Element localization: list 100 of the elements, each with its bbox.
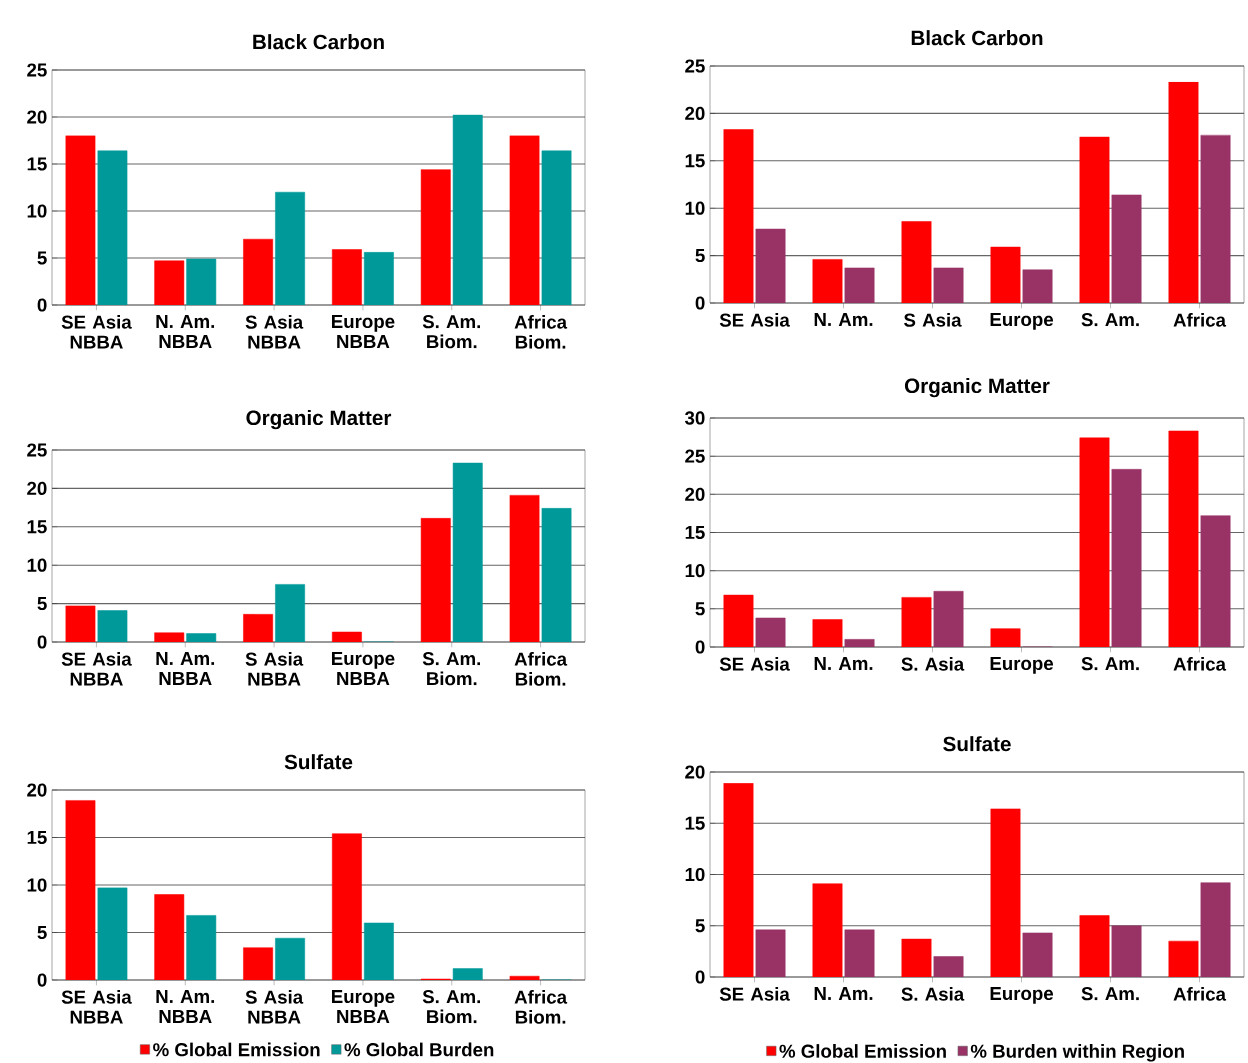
y-tick-label: 5 (37, 597, 47, 611)
chart-title: Organic Matter (904, 377, 1050, 398)
y-tick-label: 0 (695, 640, 705, 654)
x-tick-label: S. Am. Biom. (422, 315, 481, 349)
y-tick-label: 10 (685, 201, 705, 215)
x-tick-label: Europe (990, 313, 1054, 330)
x-tick-label: S. Asia (901, 657, 965, 671)
y-tick-label: 20 (27, 481, 47, 496)
x-tick-label: N. Am. NBBA (156, 652, 215, 685)
x-tick-label: Europe (990, 657, 1054, 674)
chart-title: Black Carbon (253, 34, 384, 50)
x-tick-label: SE Asia (719, 987, 790, 1001)
y-tick-label: 25 (27, 443, 47, 457)
x-tick-label: N. Am. (814, 987, 873, 1000)
bar (933, 591, 964, 648)
bar (1111, 925, 1142, 978)
chart-title: Sulfate (284, 754, 353, 770)
chart-title: Organic Matter (246, 409, 392, 430)
x-tick-label: N. Am. (814, 657, 873, 670)
y-tick-label: 15 (27, 520, 47, 534)
y-tick-label: 10 (685, 867, 705, 882)
x-tick-label: N. Am. NBBA (156, 990, 215, 1023)
x-tick-label: Africa (1173, 313, 1227, 327)
legend-label: % Burden within Region (970, 1044, 1184, 1062)
bar (1200, 515, 1231, 648)
x-tick-label: S Asia NBBA (245, 990, 304, 1024)
y-tick-label: 10 (27, 878, 47, 892)
y-tick-label: 15 (27, 831, 47, 845)
y-tick-label: 20 (685, 765, 705, 779)
y-tick-label: 15 (685, 526, 705, 540)
y-tick-label: 30 (684, 411, 705, 425)
x-tick-label: S. Am. Biom. (422, 652, 481, 686)
x-tick-label: Africa Biom. (514, 315, 568, 349)
bar (844, 929, 875, 978)
x-tick-label: S. Asia (901, 987, 965, 1001)
y-tick-label: 5 (37, 251, 47, 265)
x-tick-label: Africa (1173, 657, 1227, 671)
bar (723, 783, 754, 978)
y-tick-label: 10 (27, 204, 47, 218)
y-tick-label: 10 (685, 564, 705, 578)
y-tick-label: 15 (685, 816, 705, 830)
x-tick-label: SE Asia NBBA (61, 652, 132, 686)
y-tick-label: 0 (695, 296, 705, 310)
x-tick-label: S. Am. Biom. (422, 990, 481, 1024)
y-tick-label: 5 (695, 249, 705, 263)
x-tick-label: S Asia (904, 313, 962, 327)
y-tick-label: 0 (37, 298, 47, 312)
y-tick-label: 0 (37, 973, 47, 987)
bar (812, 259, 843, 303)
y-tick-label: 0 (37, 635, 47, 649)
y-tick-label: 0 (695, 970, 705, 984)
bar (990, 808, 1021, 978)
bar (901, 938, 932, 978)
bar (933, 956, 964, 978)
bar (812, 883, 843, 978)
bar (1200, 882, 1231, 978)
x-tick-label: SE Asia (719, 313, 790, 327)
y-tick-label: 5 (695, 602, 705, 616)
x-tick-label: SE Asia (719, 657, 790, 671)
legend-label: % Global Burden (344, 1042, 494, 1057)
y-tick-label: 25 (685, 59, 705, 73)
y-tick-label: 20 (685, 106, 705, 121)
chart-title: Sulfate (943, 736, 1011, 752)
x-tick-label: N. Am. (814, 313, 873, 326)
y-tick-label: 15 (27, 157, 47, 171)
x-tick-label: S. Am. (1081, 987, 1139, 1001)
y-tick-label: 5 (37, 926, 47, 940)
y-tick-label: 20 (27, 110, 47, 124)
bar (1022, 932, 1053, 978)
x-tick-label: Europe (990, 987, 1054, 1004)
bar (1168, 81, 1199, 303)
y-tick-label: 20 (685, 487, 705, 501)
y-tick-label: 25 (27, 63, 47, 77)
bar (755, 929, 786, 978)
bar (901, 221, 932, 303)
y-tick-label: 10 (27, 558, 47, 572)
bar (844, 639, 875, 648)
legend-label: % Global Emission (779, 1044, 946, 1058)
bar (723, 129, 754, 303)
x-tick-label: S Asia NBBA (245, 652, 304, 686)
x-tick-label: S Asia NBBA (245, 315, 304, 349)
bar (1079, 136, 1110, 303)
chart-title: Black Carbon (911, 30, 1043, 46)
y-tick-label: 20 (27, 783, 47, 797)
x-tick-label: SE Asia NBBA (61, 990, 132, 1024)
bar (755, 617, 786, 648)
x-tick-label: S. Am. (1081, 313, 1139, 327)
x-tick-label: S. Am. (1081, 657, 1139, 671)
x-tick-label: Africa Biom. (514, 990, 568, 1024)
x-tick-label: Africa (1173, 987, 1227, 1001)
y-tick-label: 15 (685, 154, 705, 168)
x-tick-label: Africa Biom. (514, 652, 568, 686)
y-tick-label: 25 (685, 449, 705, 463)
bar (1079, 915, 1110, 978)
bar (990, 246, 1021, 303)
y-tick-label: 5 (695, 919, 705, 933)
x-tick-label: N. Am. NBBA (156, 315, 215, 348)
legend-label: % Global Emission (153, 1042, 320, 1057)
bar (1111, 468, 1142, 648)
x-tick-label: Europe NBBA (332, 315, 395, 348)
